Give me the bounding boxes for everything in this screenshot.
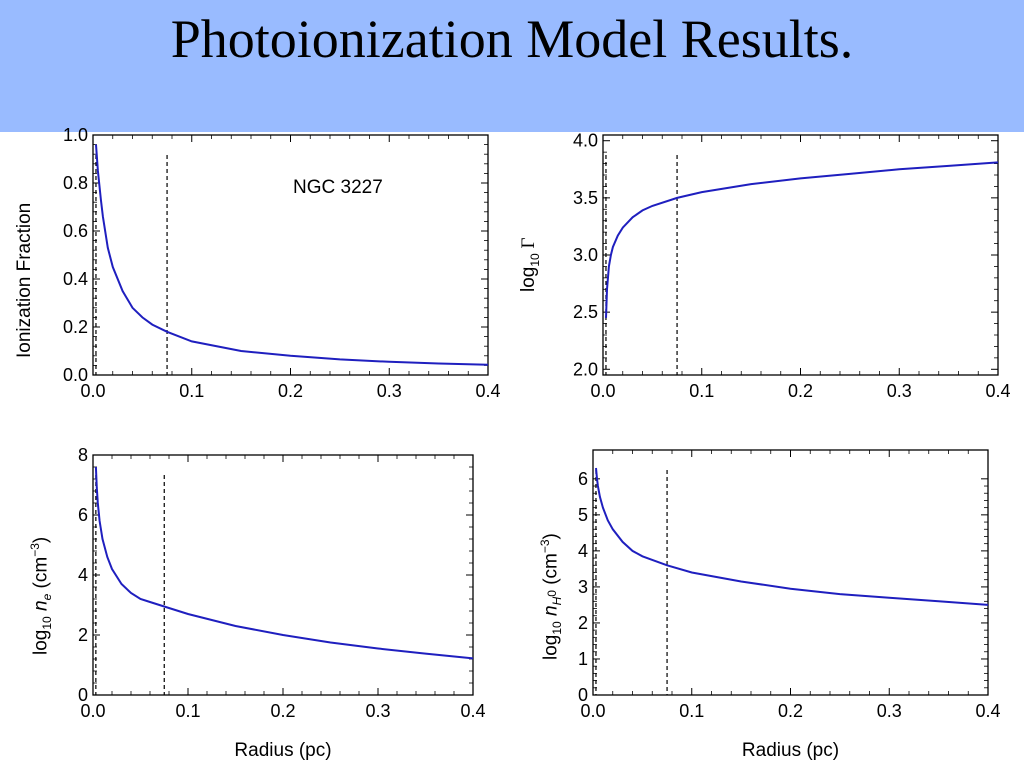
x-tick-label: 0.4 [975, 701, 1000, 721]
y-axis-label-gamma-log: log [518, 266, 539, 292]
y-tick-label: 0.2 [63, 317, 88, 337]
y-axis-label-nh0-base: 10 [550, 621, 565, 635]
y-axis-label-ne-log: log [30, 629, 52, 655]
y-tick-label: 3.5 [573, 188, 598, 208]
y-tick-label: 3 [578, 577, 588, 597]
data-series-line [95, 144, 489, 366]
y-axis-label-ionization: Ionization Fraction [14, 202, 35, 358]
chart-ionization-fraction: 0.0 0.1 0.2 0.3 0.4 0.0 0.2 0.4 0.6 0.8 1.0 NGC 322… [63, 125, 501, 401]
chart-log-ne: 0.0 0.1 0.2 0.3 0.4 0 2 4 6 8 [78, 445, 486, 721]
y-tick-label: 0.8 [63, 173, 88, 193]
x-tick-label: 0.0 [580, 701, 605, 721]
y-axis-label-nh0-n: n [540, 605, 562, 616]
plot-frame [592, 449, 989, 696]
y-axis-label-ne: log10 ne (cm−3) [28, 537, 54, 655]
x-tick-label: 0.3 [887, 381, 912, 401]
y-axis-label-nh0-close: ) [540, 533, 562, 540]
chart-log-gamma: 0.0 0.1 0.2 0.3 0.4 2.0 2.5 3.0 3.5 4.0 [573, 131, 1011, 401]
title-bar [0, 0, 1024, 132]
x-tick-label: 0.1 [175, 701, 200, 721]
x-tick-label: 0.3 [377, 381, 402, 401]
data-series-line [595, 467, 989, 606]
data-series-line [605, 161, 999, 318]
x-tick-label: 0.2 [778, 701, 803, 721]
y-axis-label-nh0-h: H [550, 596, 565, 606]
x-axis-label-nh0: Radius (pc) [741, 740, 840, 761]
y-tick-label: 0.4 [63, 269, 88, 289]
y-tick-label: 6 [578, 469, 588, 489]
x-tick-label: 0.2 [278, 381, 303, 401]
y-axis-label-nh0: log10 nH0 (cm−3) [538, 533, 564, 660]
x-axis-label-ne: Radius (pc) [234, 740, 332, 761]
y-axis-label-gamma-base: 10 [527, 253, 542, 267]
y-tick-label: 0 [78, 685, 88, 705]
x-tick-label: 0.0 [80, 381, 105, 401]
x-tick-label: 0.2 [270, 701, 295, 721]
y-tick-label: 3.0 [573, 245, 598, 265]
plot-frame [92, 134, 489, 376]
y-axis-label-ne-space [30, 611, 51, 616]
x-tick-label: 0.1 [689, 381, 714, 401]
y-tick-label: 6 [78, 505, 88, 525]
y-axis-label-ne-base: 10 [40, 616, 55, 630]
x-tick-label: 0.0 [80, 701, 105, 721]
y-axis-label-ne-unit: (cm [30, 556, 52, 594]
x-tick-label: 0.3 [877, 701, 902, 721]
x-tick-label: 0.4 [475, 381, 500, 401]
y-axis-label-gamma: log10 Γ [518, 238, 542, 292]
chart-annotation: NGC 3227 [293, 177, 383, 198]
y-tick-label: 0 [578, 685, 588, 705]
x-tick-label: 0.1 [179, 381, 204, 401]
chart-log-nh0: 0.0 0.1 0.2 0.3 0.4 0 1 2 3 4 5 6 [578, 449, 1001, 721]
x-tick-label: 0.3 [365, 701, 390, 721]
y-axis-label-nh0-zero: 0 [545, 590, 560, 597]
y-axis-label-nh0-unit: (cm [540, 553, 562, 591]
x-tick-label: 0.2 [788, 381, 813, 401]
y-tick-label: 5 [578, 505, 588, 525]
x-tick-label: 0.4 [460, 701, 485, 721]
y-axis-label-nh0-exp: −3 [538, 539, 552, 554]
y-tick-label: 1.0 [63, 125, 88, 145]
y-axis-label-gamma-symbol: Γ [518, 237, 539, 254]
y-tick-label: 2.5 [573, 302, 598, 322]
plot-frame [92, 454, 474, 696]
plot-frame [602, 134, 999, 376]
x-tick-label: 0.1 [679, 701, 704, 721]
y-tick-label: 4.0 [573, 131, 598, 151]
x-tick-label: 0.4 [985, 381, 1010, 401]
y-tick-label: 8 [78, 445, 88, 465]
y-axis-label-ne-exp: −3 [28, 543, 42, 557]
y-axis-label-ne-n: n [30, 600, 52, 611]
y-axis-label-nh0-log: log [540, 634, 562, 660]
y-tick-label: 0.6 [63, 221, 88, 241]
y-tick-label: 1 [578, 649, 588, 669]
y-axis-label-ne-e: e [40, 593, 55, 601]
slide-title: Photoionization Model Results. [170, 9, 854, 69]
y-axis-label-nh0-space [540, 616, 561, 621]
y-tick-label: 2 [78, 625, 88, 645]
y-tick-label: 0.0 [63, 365, 88, 385]
y-tick-label: 2.0 [573, 359, 598, 379]
x-tick-label: 0.0 [590, 381, 615, 401]
y-tick-label: 4 [78, 565, 88, 585]
data-series-line [94, 466, 474, 660]
y-tick-label: 2 [578, 613, 588, 633]
y-tick-label: 4 [578, 541, 588, 561]
y-axis-label-ne-close: ) [30, 536, 52, 544]
